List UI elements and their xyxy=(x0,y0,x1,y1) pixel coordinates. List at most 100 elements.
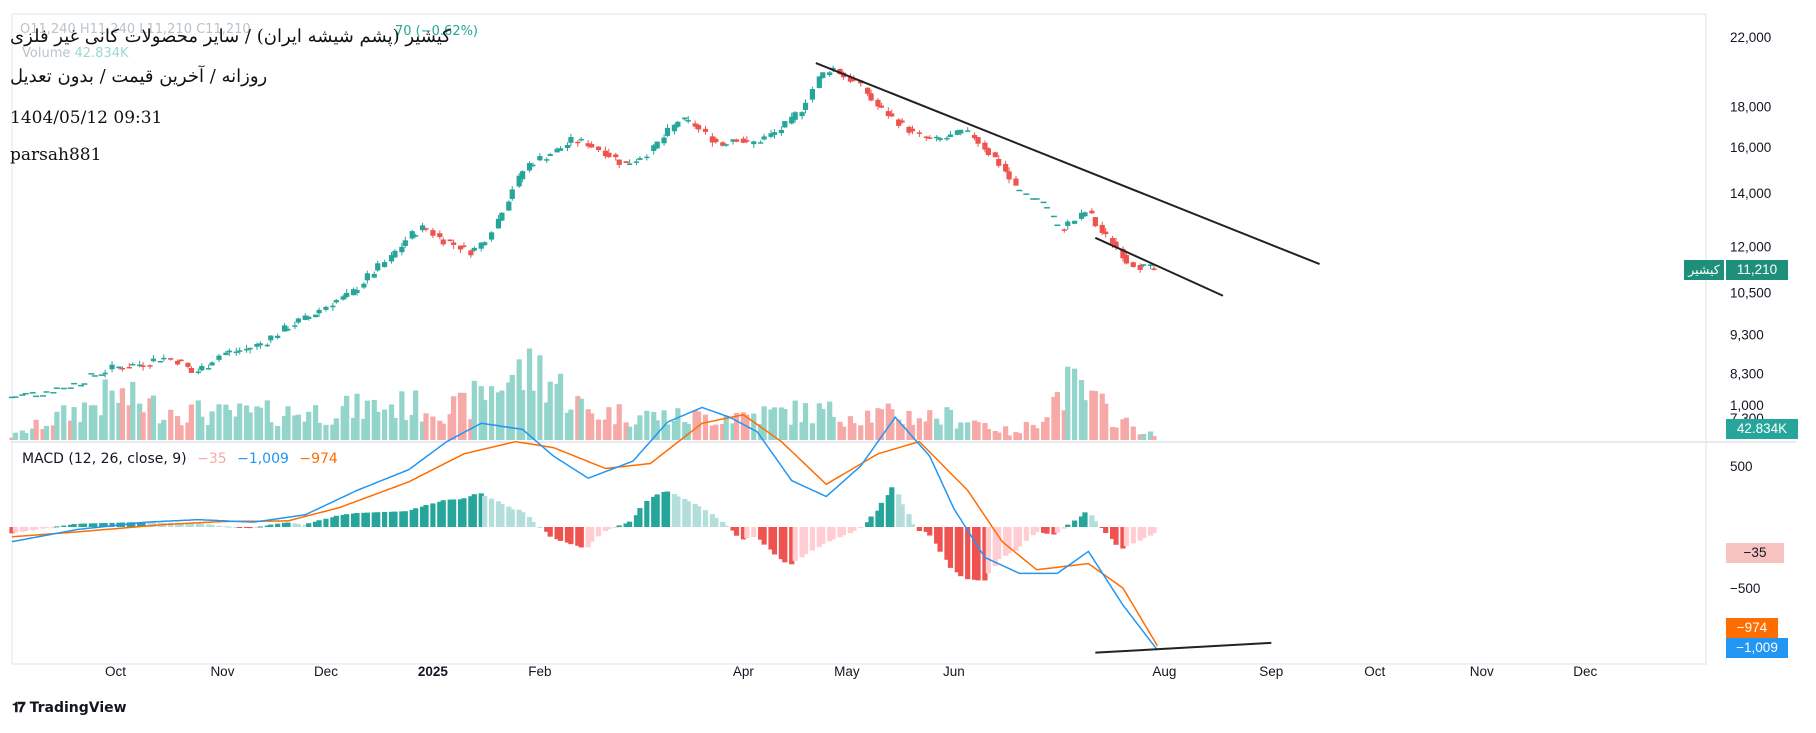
candle xyxy=(495,218,502,229)
macd-histogram-bar xyxy=(488,498,495,527)
macd-hist-tag[interactable]: −35 xyxy=(1726,543,1784,563)
candle xyxy=(909,128,916,132)
volume-bar xyxy=(323,424,329,440)
macd-histogram-bar xyxy=(1054,527,1060,533)
candle xyxy=(723,144,729,146)
candle xyxy=(423,228,429,230)
volume-bar xyxy=(482,400,488,440)
volume-bar xyxy=(33,419,39,440)
macd-histogram-bar xyxy=(1082,512,1088,527)
price-tick-label: 8,300 xyxy=(1730,367,1764,382)
macd-line-tag[interactable]: −1,009 xyxy=(1726,638,1788,658)
candle xyxy=(333,300,339,303)
volume-bar xyxy=(188,404,195,440)
macd-histogram-bar xyxy=(137,522,143,527)
volume-bar xyxy=(985,429,991,440)
chart-title: کیشیر (پشم شیشه ایران) / سایر محصولات کا… xyxy=(10,26,451,47)
macd-histogram-bar xyxy=(713,517,719,527)
candle xyxy=(1151,268,1157,270)
volume-bar xyxy=(816,403,822,440)
candle xyxy=(185,362,191,367)
last-price-tag[interactable]: 11,210 xyxy=(1726,260,1788,280)
macd-histogram-bar xyxy=(1051,527,1057,535)
macd-histogram-bar xyxy=(88,523,94,527)
volume-bar xyxy=(140,412,146,440)
candle xyxy=(740,138,747,143)
volume-bar xyxy=(909,424,916,440)
volume-bar xyxy=(589,413,595,440)
volume-bar xyxy=(934,418,940,440)
volume-bar xyxy=(457,392,464,440)
candle xyxy=(275,335,281,339)
volume-bar xyxy=(216,404,222,440)
volume-bar xyxy=(9,437,15,440)
volume-bar xyxy=(1141,433,1147,440)
volume-bar xyxy=(564,412,571,440)
volume-bar xyxy=(1044,417,1050,440)
macd-histogram-bar xyxy=(1120,527,1126,549)
macd-histogram-bar xyxy=(102,522,108,527)
volume-bar xyxy=(585,409,591,440)
macd-histogram-bar xyxy=(392,511,398,527)
macd-histogram-bar xyxy=(375,512,381,527)
macd-histogram-bar xyxy=(837,527,843,538)
symbol-tag[interactable]: کیشیر xyxy=(1684,260,1724,280)
candle xyxy=(771,132,778,135)
macd-histogram-bar xyxy=(840,527,847,536)
macd-histogram-bar xyxy=(671,494,678,527)
macd-histogram-bar xyxy=(295,524,301,527)
macd-histogram-bar xyxy=(457,499,464,527)
macd-histogram-bar xyxy=(499,503,505,527)
macd-histogram-bar xyxy=(268,524,274,527)
candle xyxy=(340,296,346,300)
candle xyxy=(675,121,681,127)
volume-bar xyxy=(147,398,153,440)
volume-bar xyxy=(720,424,726,440)
candle xyxy=(975,137,981,144)
candle xyxy=(547,154,553,157)
macd-histogram-bar xyxy=(606,527,612,530)
candle xyxy=(1103,231,1109,235)
volume-bar xyxy=(71,407,77,440)
volume-bar xyxy=(616,404,622,440)
macd-histogram-bar xyxy=(1089,515,1095,527)
macd-histogram-bar xyxy=(509,509,515,527)
price-tick-label: 9,300 xyxy=(1730,327,1764,342)
macd-histogram-bar xyxy=(944,527,950,560)
candle xyxy=(623,161,629,163)
candle xyxy=(354,289,360,294)
macd-histogram-bar xyxy=(865,522,871,527)
macd-histogram-bar xyxy=(799,527,805,558)
candle xyxy=(216,355,222,360)
macd-histogram-bar xyxy=(468,496,474,527)
macd-histogram-bar xyxy=(858,527,864,528)
volume-bar xyxy=(12,432,19,440)
volume-bar xyxy=(199,416,205,440)
candle xyxy=(226,350,232,353)
macd-histogram-bar xyxy=(547,527,553,537)
volume-tag[interactable]: 42.834K xyxy=(1726,419,1798,439)
volume-bar xyxy=(175,416,181,440)
candle xyxy=(150,358,157,362)
volume-bar xyxy=(506,382,512,440)
trendline-macd-divergence xyxy=(1095,641,1272,654)
ohlc-readout: O11,240 H11,240 L11,210 C11,210 xyxy=(20,22,251,37)
volume-bar xyxy=(109,390,115,440)
volume-bar xyxy=(68,420,74,440)
volume-bar xyxy=(119,388,126,440)
volume-bar xyxy=(682,421,688,440)
volume-bar xyxy=(847,416,853,440)
macd-signal-tag[interactable]: −974 xyxy=(1726,618,1778,638)
candle xyxy=(530,164,536,167)
tradingview-logo[interactable]: 𝟏𝟕 TradingView xyxy=(12,700,127,716)
volume-bar xyxy=(19,430,25,440)
candle xyxy=(468,250,474,256)
macd-histogram-bar xyxy=(292,523,298,527)
candle xyxy=(140,365,146,367)
candle xyxy=(954,130,960,135)
candle xyxy=(1078,212,1085,219)
macd-histogram-bar xyxy=(175,522,181,527)
macd-histogram-bar xyxy=(354,513,360,527)
candle xyxy=(965,130,971,132)
